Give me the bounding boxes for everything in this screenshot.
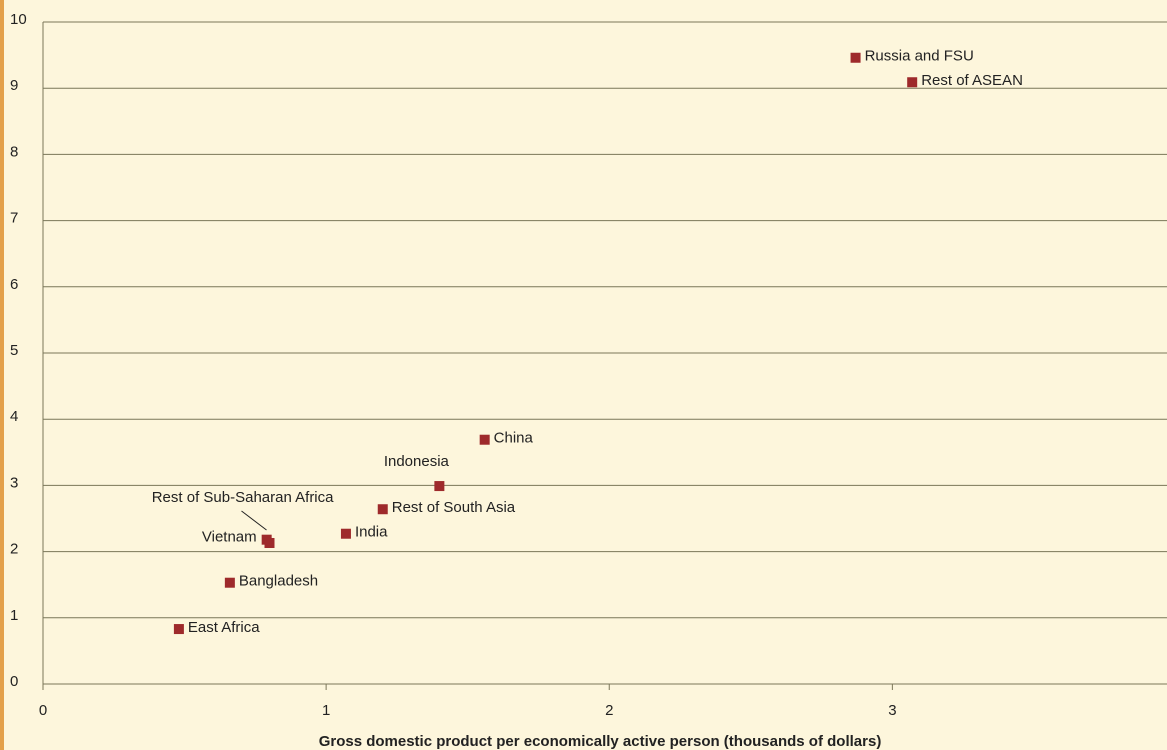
- y-tick-label: 1: [10, 607, 18, 624]
- point: [434, 481, 445, 492]
- y-tick-label: 6: [10, 276, 18, 293]
- point-label: India: [355, 524, 388, 541]
- point-label: Vietnam: [202, 529, 257, 546]
- y-tick-label: 7: [10, 210, 18, 227]
- y-tick-label: 10: [10, 11, 27, 28]
- point-label: Bangladesh: [239, 573, 318, 590]
- point-label: Rest of ASEAN: [921, 72, 1023, 89]
- point-label: East Africa: [188, 619, 260, 636]
- leader-line: [241, 510, 267, 531]
- point: [907, 77, 918, 88]
- y-tick-label: 0: [10, 673, 18, 690]
- y-tick-label: 2: [10, 541, 18, 558]
- point: [377, 504, 388, 515]
- y-tick-label: 3: [10, 474, 18, 491]
- point: [340, 528, 351, 539]
- point: [479, 434, 490, 445]
- point-label: Rest of Sub-Saharan Africa: [152, 489, 334, 506]
- y-tick-label: 4: [10, 408, 18, 425]
- x-tick-label: 0: [39, 702, 47, 719]
- side-border: [0, 0, 4, 750]
- x-tick-label: 3: [888, 702, 896, 719]
- point: [850, 52, 861, 63]
- point-label: China: [494, 430, 534, 447]
- point: [173, 624, 184, 635]
- y-tick-label: 8: [10, 143, 18, 160]
- y-tick-label: 9: [10, 77, 18, 94]
- point-label: Indonesia: [384, 453, 450, 470]
- x-tick-label: 2: [605, 702, 613, 719]
- point: [224, 577, 235, 588]
- point: [264, 537, 275, 548]
- x-axis-label: Gross domestic product per economically …: [319, 733, 882, 750]
- y-tick-label: 5: [10, 342, 18, 359]
- point-label: Rest of South Asia: [392, 499, 516, 516]
- x-tick-label: 1: [322, 702, 330, 719]
- point-label: Russia and FSU: [865, 48, 974, 65]
